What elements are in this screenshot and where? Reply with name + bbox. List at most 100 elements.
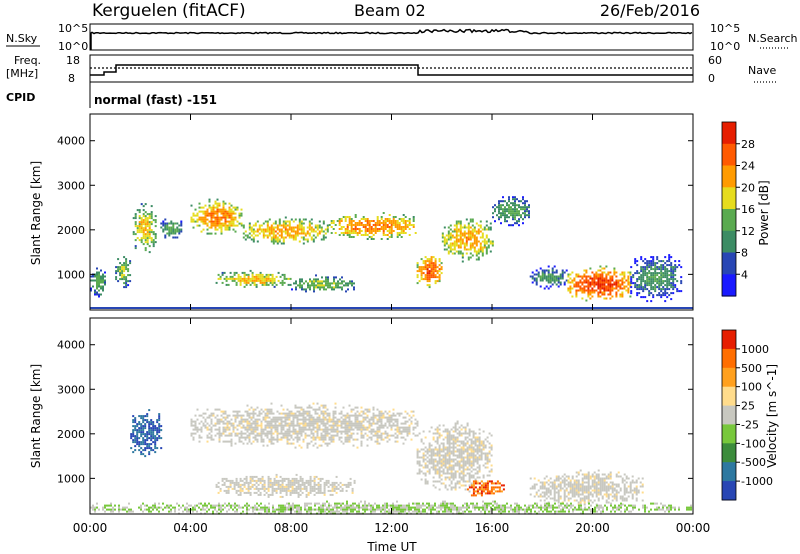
power-cell (400, 228, 403, 230)
velocity-cell (276, 432, 279, 435)
power-cell (553, 277, 556, 280)
power-cell (551, 273, 554, 276)
velocity-cell (452, 454, 455, 457)
power-cell (569, 287, 572, 290)
velocity-cell (252, 426, 255, 429)
power-cell (164, 218, 167, 221)
power-cell (388, 230, 391, 232)
velocity-cell (154, 427, 157, 430)
velocity-cell (249, 485, 252, 488)
velocity-cell (275, 487, 278, 490)
velocity-cell (358, 424, 361, 427)
power-cell (674, 286, 677, 289)
power-cell (234, 216, 237, 219)
velocity-cell (140, 425, 143, 428)
power-cell (302, 242, 305, 245)
velocity-cell (468, 468, 471, 471)
power-cell (528, 216, 530, 219)
velocity-cell (314, 422, 317, 425)
power-cell (312, 240, 315, 243)
power-cell (224, 208, 227, 211)
velocity-cell (266, 410, 269, 413)
power-cell (162, 220, 165, 223)
power-cell (146, 221, 149, 224)
power-cell (274, 220, 277, 223)
velocity-cell (470, 454, 473, 457)
power-cell (591, 283, 594, 286)
power-cell (278, 238, 281, 241)
velocity-cell (297, 491, 300, 494)
power-cell (400, 220, 403, 222)
power-cell (636, 292, 639, 295)
power-cell (533, 277, 536, 280)
velocity-cell (468, 472, 471, 475)
power-cell (481, 236, 484, 239)
power-cell (229, 271, 232, 274)
power-cell (226, 214, 229, 217)
velocity-cell (446, 436, 449, 439)
power-cell (146, 241, 149, 244)
power-cell (398, 226, 401, 228)
power-cell (477, 240, 480, 243)
power-cell (668, 280, 671, 283)
velocity-cell (282, 436, 285, 439)
power-cell (617, 281, 620, 284)
power-cell (591, 287, 594, 290)
power-cell (308, 234, 311, 237)
velocity-cell (430, 460, 433, 463)
velocity-cell (557, 493, 560, 496)
velocity-cell (446, 468, 449, 471)
velocity-cell (392, 434, 395, 437)
power-cell (656, 274, 659, 277)
power-cell (243, 281, 246, 284)
power-cell (672, 280, 675, 283)
power-cell (615, 293, 618, 296)
velocity-cell (304, 410, 307, 413)
velocity-cell (345, 489, 348, 492)
power-cell (524, 210, 526, 213)
power-cell (565, 279, 568, 282)
nsky-tick-bottom: 10^0 (58, 40, 88, 53)
velocity-cell (486, 456, 489, 459)
velocity-cell (490, 434, 493, 437)
velocity-cell (302, 420, 305, 423)
power-cell (473, 240, 476, 243)
velocity-cell (150, 449, 153, 452)
velocity-cell (458, 444, 461, 447)
power-cell (449, 248, 452, 251)
power-cell (601, 291, 604, 294)
power-cell (603, 289, 606, 292)
power-cell (119, 272, 122, 275)
power-cell (627, 277, 630, 280)
velocity-cell (394, 420, 397, 423)
velocity-cell (488, 460, 491, 463)
power-cell (520, 214, 522, 217)
power-cell (278, 220, 281, 223)
velocity-cell (392, 424, 395, 427)
velocity-cell (278, 432, 281, 435)
power-cell (94, 293, 96, 296)
velocity-cell (283, 477, 286, 480)
power-cell (150, 223, 153, 226)
power-cell (613, 271, 616, 274)
power-cell (216, 206, 219, 209)
power-cell (304, 238, 307, 241)
velocity-cell (466, 456, 469, 459)
velocity-cell (218, 408, 221, 411)
power-cell (249, 277, 252, 280)
power-cell (400, 226, 403, 228)
power-cell (438, 268, 441, 271)
velocity-cell (257, 483, 260, 486)
velocity-cell (470, 462, 473, 465)
power-cell (174, 230, 177, 233)
power-cell (518, 204, 520, 207)
power-cell (428, 258, 431, 261)
power-cell (226, 228, 229, 231)
velocity-cell (404, 428, 407, 431)
velocity-cell (547, 495, 550, 498)
velocity-cell (328, 436, 331, 439)
velocity-cell (448, 450, 451, 453)
power-cell (270, 236, 273, 239)
power-cell (615, 279, 618, 282)
power-cell (471, 254, 474, 257)
